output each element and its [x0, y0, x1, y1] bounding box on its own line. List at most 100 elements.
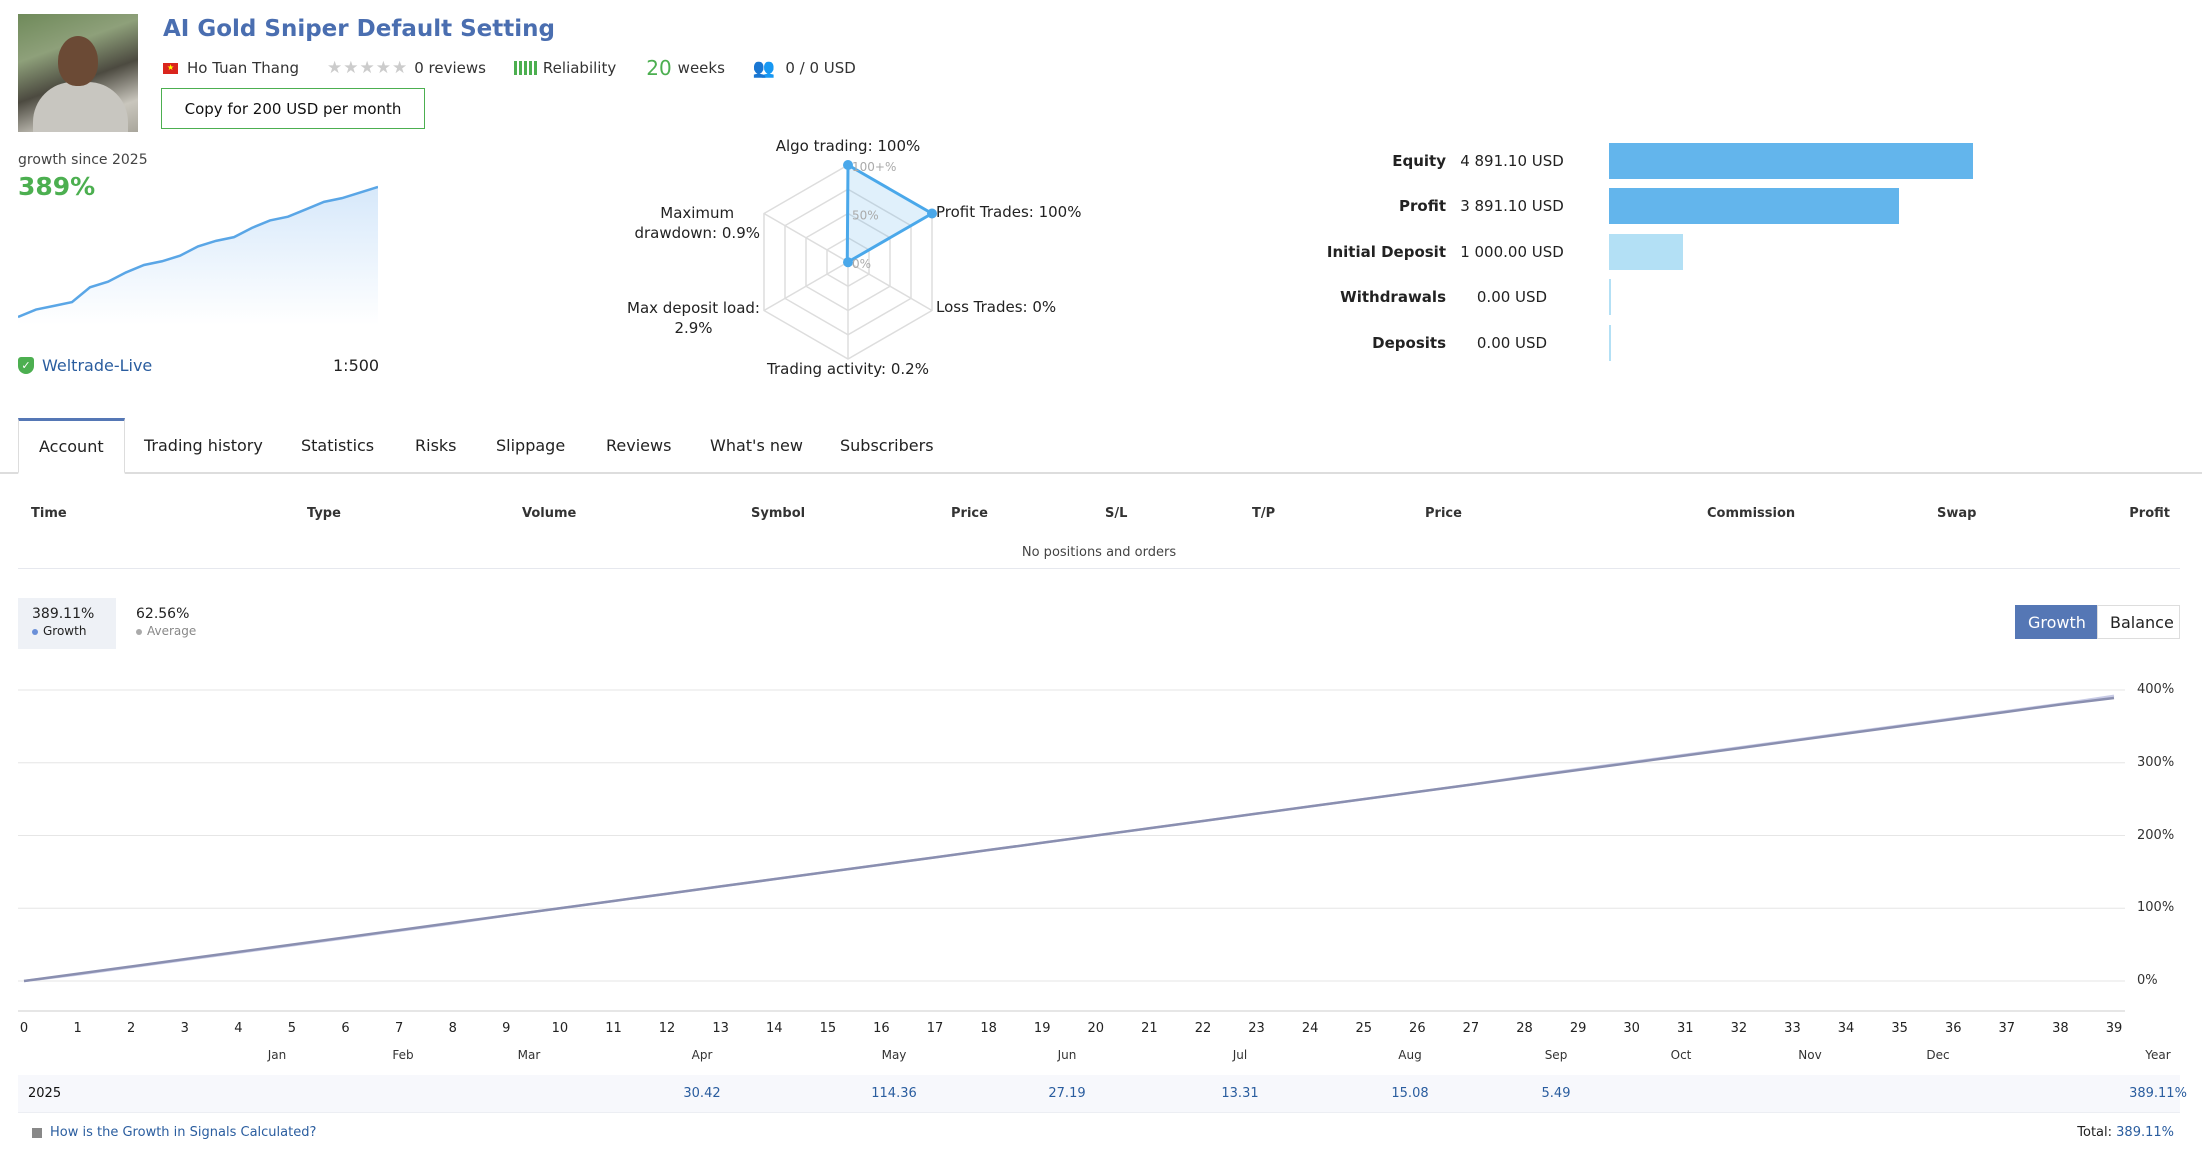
stat-average[interactable]: 62.56% Average	[122, 598, 210, 649]
x-tick-label: 9	[502, 1021, 511, 1036]
month-label: Jun	[1057, 1048, 1077, 1062]
tab-bar: Account Trading history Statistics Risks Sli…	[0, 418, 2202, 474]
growth-help-link[interactable]: How is the Growth in Signals Calculated?	[32, 1125, 316, 1140]
x-tick-label: 11	[605, 1021, 622, 1036]
x-tick-label: 7	[394, 1021, 404, 1036]
x-tick-label: 0	[19, 1021, 29, 1036]
stat-growth[interactable]: 389.11% Growth	[18, 598, 116, 649]
x-tick-label: 38	[2052, 1021, 2069, 1036]
total-label: Total:	[2077, 1125, 2113, 1140]
month-growth-value[interactable]: 15.08	[1391, 1086, 1429, 1101]
month-growth-value[interactable]: 30.42	[683, 1086, 721, 1101]
month-label: Year	[2145, 1048, 2171, 1062]
x-tick-label: 6	[341, 1021, 350, 1036]
tab-account[interactable]: Account	[18, 418, 125, 474]
tab-reviews[interactable]: Reviews	[606, 436, 672, 455]
x-tick-label: 10	[551, 1021, 569, 1036]
drawdown-line1: Maximum	[660, 204, 735, 222]
column-header-price: Price	[951, 506, 988, 521]
signal-title[interactable]: AI Gold Sniper Default Setting	[163, 16, 555, 42]
column-header-profit: Profit	[2129, 506, 2170, 521]
x-tick-label: 32	[1730, 1021, 1748, 1036]
x-tick-label: 17	[926, 1021, 944, 1036]
author-name[interactable]: Ho Tuan Thang	[187, 59, 299, 77]
x-tick-label: 20	[1087, 1021, 1105, 1036]
balance-label: Equity	[1392, 152, 1446, 170]
author-avatar[interactable]	[18, 14, 138, 132]
x-tick-label: 39	[2105, 1021, 2123, 1036]
broker-name: Weltrade-Live	[42, 356, 153, 375]
table-divider	[18, 568, 2180, 569]
month-label: Jul	[1232, 1048, 1248, 1062]
positions-empty: No positions and orders	[1021, 545, 1177, 560]
radar-label-drawdown: Maximum drawdown: 0.9%	[634, 203, 760, 243]
column-header-symbol: Symbol	[751, 506, 806, 521]
average-label: Average	[147, 624, 197, 638]
reviews-count[interactable]: 0 reviews	[414, 59, 486, 77]
month-growth-value[interactable]: 114.36	[871, 1086, 917, 1101]
x-tick-label: 15	[819, 1021, 837, 1036]
balance-value: 3 891.10 USD	[1460, 197, 1564, 215]
x-tick-label: 36	[1944, 1021, 1962, 1036]
y-tick-label: 400%	[2137, 682, 2175, 697]
growth-dot-icon	[32, 628, 38, 635]
radar-axis	[763, 212, 849, 263]
tab-slippage[interactable]: Slippage	[496, 436, 566, 455]
x-tick-label: 37	[1998, 1021, 2016, 1036]
balance-label: Deposits	[1372, 334, 1446, 352]
x-tick-label: 27	[1462, 1021, 1480, 1036]
x-tick-label: 35	[1891, 1021, 1908, 1036]
column-header-price: Price	[1425, 506, 1462, 521]
balance-label: Profit	[1399, 197, 1446, 215]
average-value: 62.56%	[136, 606, 190, 622]
y-tick-label: 200%	[2137, 827, 2175, 843]
balance-toggle-button[interactable]: Balance	[2097, 605, 2180, 639]
subscribers-icon: 👥	[752, 57, 776, 79]
reliability-bars-icon	[513, 61, 537, 75]
total-growth: Total: 389.11%	[2077, 1125, 2174, 1140]
balance-label: Withdrawals	[1340, 288, 1446, 306]
radar-label-algo: Algo trading: 100%	[775, 137, 921, 155]
x-tick-label: 1	[73, 1021, 82, 1036]
growth-toggle-button[interactable]: Growth	[2015, 605, 2099, 639]
radar-point	[927, 208, 938, 219]
balance-bar	[1609, 279, 1611, 315]
month-growth-value[interactable]: 5.49	[1541, 1086, 1571, 1101]
verified-shield-icon: ✓	[18, 357, 34, 374]
weeks-label: weeks	[677, 59, 725, 77]
month-label: Feb	[392, 1048, 414, 1062]
month-growth-value[interactable]: 27.19	[1048, 1086, 1086, 1101]
broker-link[interactable]: ✓ Weltrade-Live	[18, 356, 152, 375]
vietnam-flag-icon	[163, 62, 178, 74]
subscribers-funds: 0 / 0 USD	[785, 59, 856, 77]
tab-risks[interactable]: Risks	[415, 436, 457, 455]
balance-bar	[1609, 143, 1973, 179]
rating-stars-icon: ★★★★★	[326, 58, 409, 78]
x-tick-label: 29	[1569, 1021, 1587, 1036]
y-tick-label: 0%	[2137, 973, 2158, 988]
x-tick-label: 14	[765, 1021, 783, 1036]
total-value: 389.11%	[2116, 1125, 2174, 1140]
month-growth-value[interactable]: 389.11%	[2129, 1086, 2187, 1101]
deposit-load-line2: 2.9%	[674, 319, 713, 337]
x-tick-label: 31	[1677, 1021, 1694, 1036]
column-header-type: Type	[307, 506, 341, 521]
radar-label-loss: Loss Trades: 0%	[936, 298, 1057, 316]
tab-subscribers[interactable]: Subscribers	[840, 436, 934, 455]
month-growth-value[interactable]: 13.31	[1221, 1086, 1259, 1101]
tab-what-s-new[interactable]: What's new	[710, 436, 803, 455]
x-tick-label: 18	[980, 1021, 997, 1036]
x-tick-label: 21	[1141, 1021, 1158, 1036]
author-info: Ho Tuan Thang ★★★★★ 0 reviews Reliabilit…	[163, 56, 856, 80]
tab-statistics[interactable]: Statistics	[301, 436, 375, 455]
radar-ring-label: 100+%	[852, 160, 896, 174]
x-tick-label: 19	[1033, 1021, 1051, 1036]
x-tick-label: 12	[658, 1021, 676, 1036]
x-tick-label: 24	[1301, 1021, 1319, 1036]
x-tick-label: 26	[1409, 1021, 1426, 1036]
tab-trading-history[interactable]: Trading history	[144, 436, 263, 455]
x-tick-label: 4	[234, 1021, 243, 1036]
balance-bar	[1609, 188, 1899, 224]
copy-signal-button[interactable]: Copy for 200 USD per month	[161, 88, 425, 129]
growth-sparkline	[18, 185, 378, 325]
